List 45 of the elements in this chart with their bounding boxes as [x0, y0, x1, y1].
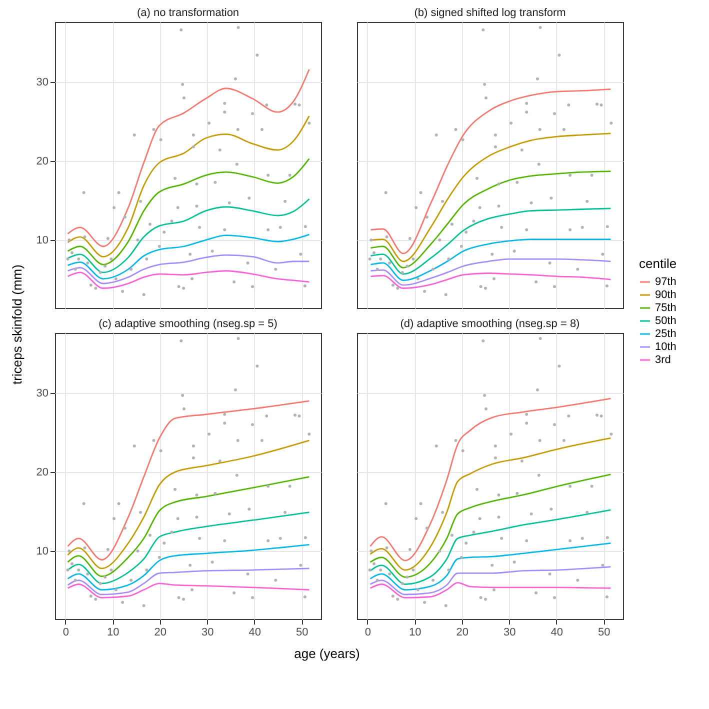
line-series	[67, 198, 310, 274]
chart-title: (c) adaptive smoothing (nseg.sp = 5)	[98, 318, 278, 330]
legend-label: 75th	[655, 302, 676, 314]
y-axis-title: triceps skinfold (mm)	[10, 264, 25, 384]
y-tick-label: 10	[36, 234, 48, 247]
chart-title: (a) no transformation	[136, 7, 240, 19]
x-tick-label: 20	[154, 626, 167, 638]
x-tick-label: 50	[296, 626, 308, 638]
y-tick-label: 20	[36, 466, 48, 479]
x-tick-label: 0	[62, 626, 69, 638]
y-tick-label: 20	[36, 156, 48, 168]
line-series	[67, 440, 310, 570]
y-tick-label: 30	[36, 388, 48, 400]
line-series	[67, 400, 310, 560]
x-tick-label: 40	[550, 626, 564, 638]
legend-title: centile	[639, 256, 677, 271]
line-series	[67, 115, 310, 258]
x-tick-label: 30	[202, 626, 214, 638]
line-series	[67, 476, 310, 578]
x-tick-label: 20	[456, 626, 469, 638]
line-series	[67, 544, 310, 590]
x-tick-label: 10	[409, 626, 422, 638]
legend-label: 10th	[655, 341, 676, 353]
line-series	[67, 568, 310, 596]
x-axis-title: age (years)	[294, 646, 360, 661]
legend-label: 25th	[655, 328, 676, 340]
line-series	[67, 254, 310, 284]
y-tick-label: 10	[36, 546, 48, 558]
line-series	[67, 68, 310, 248]
line-series	[67, 234, 310, 280]
chart-title: (d) adaptive smoothing (nseg.sp = 8)	[400, 318, 580, 330]
legend-label: 90th	[655, 289, 676, 301]
x-tick-label: 40	[248, 626, 262, 638]
legend-label: 50th	[655, 315, 676, 327]
x-tick-label: 10	[107, 626, 120, 638]
line-series	[67, 582, 310, 598]
x-tick-label: 50	[598, 626, 610, 638]
line-series	[67, 512, 310, 584]
x-tick-label: 0	[364, 626, 371, 638]
legend-label: 97th	[655, 276, 676, 288]
chart-title: (b) signed shifted log transform	[414, 7, 566, 19]
legend-label: 3rd	[655, 354, 671, 366]
line-series	[67, 270, 310, 289]
y-tick-label: 30	[36, 76, 48, 89]
x-tick-label: 30	[504, 626, 516, 638]
